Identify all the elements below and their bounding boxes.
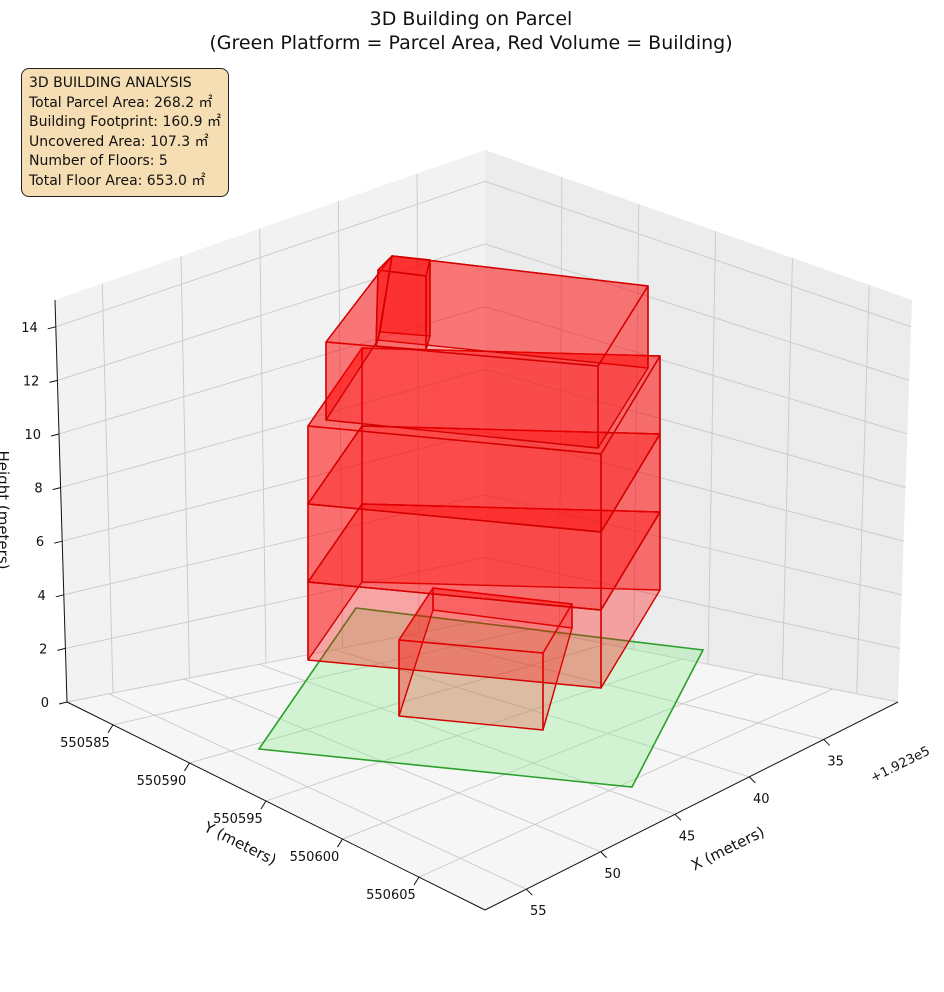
x-tick-label: 35	[827, 754, 844, 769]
z-ticks: 0 2 4 6 8 10 12 14	[21, 321, 68, 711]
info-heading: 3D BUILDING ANALYSIS	[29, 75, 192, 91]
info-uncovered-area: Uncovered Area: 107.3 ㎡	[29, 133, 209, 150]
z-tick-label: 0	[41, 696, 49, 711]
x-tick-mark	[748, 776, 756, 784]
floor-1-block	[398, 587, 573, 731]
y-grid-wall	[416, 173, 420, 633]
building-volume	[307, 255, 661, 731]
building-face	[375, 255, 393, 347]
y-grid-floor	[342, 673, 758, 840]
z-grid-line	[55, 180, 912, 328]
z-tick-label: 12	[23, 374, 40, 389]
y-grid-wall	[337, 201, 343, 648]
z-tick-mark	[58, 701, 68, 705]
x-grid-floor	[334, 649, 750, 778]
y-grid-wall	[180, 256, 190, 678]
y-grid-floor	[189, 643, 607, 764]
z-axis-line	[54, 299, 68, 703]
x-grid-wall	[633, 203, 640, 650]
y-tick-mark	[260, 800, 267, 810]
info-num-floors: Number of Floors: 5	[29, 153, 168, 169]
z-tick-label: 14	[21, 321, 38, 336]
x-tick-mark	[600, 851, 607, 859]
x-grid-wall	[856, 284, 870, 694]
y-tick-label: 550590	[137, 774, 187, 789]
y-tick-mark	[184, 762, 190, 772]
x-grid-wall	[781, 257, 793, 680]
y-grid-wall	[259, 228, 267, 663]
x-tick-mark	[674, 813, 682, 821]
y-tick-label: 550605	[366, 888, 416, 903]
y-ticks: 550585 550590 550595 550600 550605	[60, 724, 420, 903]
x-ticks: 35 40 45 50 55	[525, 739, 844, 919]
z-tick-label: 6	[36, 535, 44, 550]
x-tick-mark	[525, 888, 533, 896]
y-grid-floor	[265, 658, 682, 802]
x-tick-mark	[823, 739, 831, 746]
z-tick-mark	[50, 433, 60, 437]
y-tick-label: 550595	[213, 812, 263, 827]
info-total-parcel-area: Total Parcel Area: 268.2 ㎡	[29, 94, 213, 111]
z-grid-line	[65, 556, 900, 649]
parcel-platform	[257, 607, 705, 788]
z-tick-mark	[57, 647, 66, 651]
x-tick-label: 50	[604, 867, 621, 882]
z-grid-line	[66, 619, 899, 703]
x-grid-floor	[183, 678, 601, 853]
x-axis-line	[484, 701, 899, 911]
z-tick-mark	[54, 540, 63, 544]
x-grid-wall	[707, 230, 717, 665]
building-face	[398, 587, 434, 717]
z-grid-line	[57, 243, 910, 381]
roof-structure	[375, 255, 431, 351]
x-grid-floor	[409, 634, 824, 740]
x-grid-floor	[108, 693, 527, 890]
z-tick-mark	[55, 594, 64, 598]
y-tick-label: 550585	[60, 736, 110, 751]
x-grid-wall	[558, 176, 563, 635]
z-tick-label: 10	[24, 428, 41, 443]
x-tick-label: 55	[530, 904, 547, 919]
y-tick-label: 550600	[290, 850, 340, 865]
x-offset-label: +1.923e5	[868, 744, 932, 786]
z-grid-line	[60, 368, 906, 489]
y-tick-mark	[107, 724, 114, 734]
y-tick-mark	[413, 876, 420, 886]
info-building-footprint: Building Footprint: 160.9 ㎡	[29, 114, 222, 130]
z-grid-line	[58, 306, 908, 435]
x-axis-label: X (meters)	[688, 823, 767, 875]
y-tick-mark	[337, 838, 343, 848]
chart-title: 3D Building on Parcel	[370, 8, 573, 30]
building-face	[307, 347, 363, 505]
x-grid-floor	[259, 663, 676, 815]
y-grid-floor	[418, 688, 833, 878]
right-pane	[485, 150, 912, 702]
info-total-floor-area: Total Floor Area: 653.0 ㎡	[29, 172, 206, 189]
x-tick-label: 45	[679, 829, 696, 844]
analysis-info-box: 3D BUILDING ANALYSIS Total Parcel Area: …	[21, 68, 229, 197]
x-tick-label: 40	[753, 792, 770, 807]
floor-pane	[67, 620, 898, 910]
z-tick-mark	[52, 487, 61, 491]
z-tick-label: 8	[34, 482, 42, 497]
z-grid-line	[62, 431, 904, 542]
y-axis-line	[66, 701, 486, 911]
z-tick-label: 4	[38, 589, 46, 604]
z-tick-mark	[47, 326, 56, 330]
floor-2-block	[307, 503, 661, 689]
z-tick-label: 2	[39, 642, 47, 657]
y-grid-wall	[101, 283, 114, 693]
z-grid-line	[63, 494, 902, 596]
z-tick-mark	[49, 379, 58, 383]
floor-5-block	[325, 255, 649, 449]
chart-subtitle: (Green Platform = Parcel Area, Red Volum…	[209, 32, 732, 54]
z-axis-label: Height (meters)	[0, 451, 12, 570]
grid-lines	[55, 173, 912, 890]
